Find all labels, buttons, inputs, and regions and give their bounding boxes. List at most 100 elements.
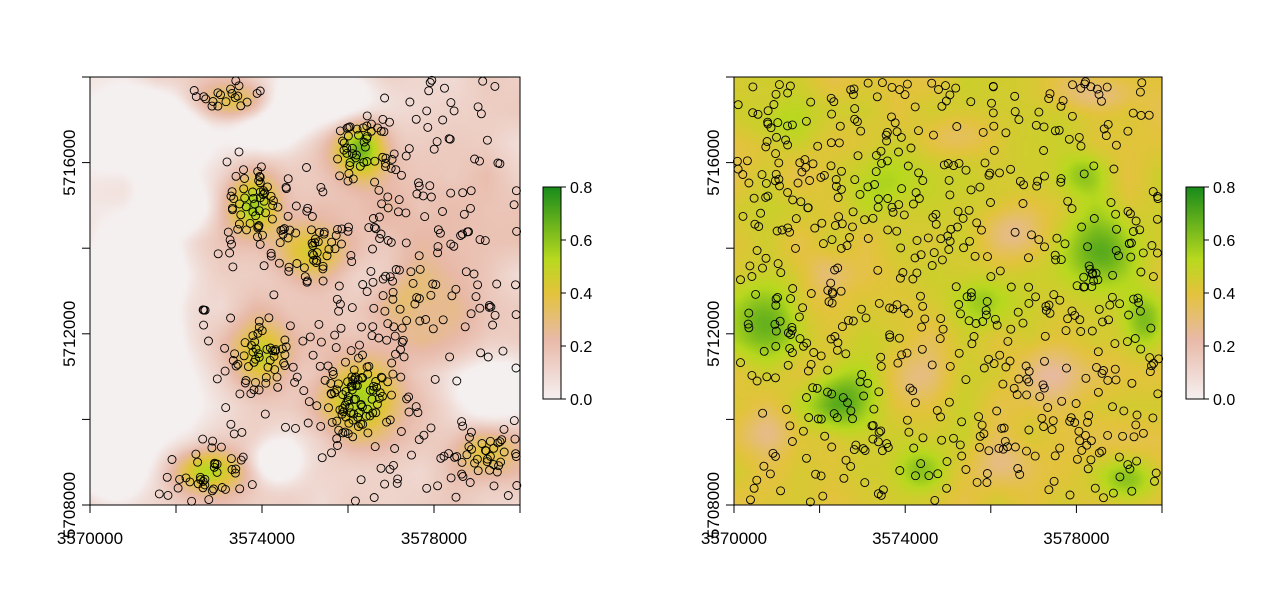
sample-point xyxy=(855,189,865,199)
sample-point xyxy=(383,377,393,387)
sample-points-right xyxy=(732,77,1164,507)
sample-point xyxy=(908,199,918,209)
panel-left: 3570000 3574000 3578000 5708000 5712000 5716… xyxy=(57,75,592,548)
sample-point xyxy=(842,241,852,251)
sample-point xyxy=(376,463,386,473)
sample-point xyxy=(1135,306,1145,316)
sample-point xyxy=(747,370,757,380)
sample-point xyxy=(473,102,483,112)
sample-point xyxy=(770,176,780,186)
sample-point xyxy=(428,279,438,289)
sample-point xyxy=(424,86,434,96)
sample-point xyxy=(475,303,485,313)
sample-point xyxy=(805,497,815,507)
sample-point xyxy=(390,444,400,453)
sample-point xyxy=(480,236,490,246)
sample-point xyxy=(981,305,991,315)
sample-point xyxy=(475,156,484,166)
sample-point xyxy=(894,333,904,343)
sample-point xyxy=(1132,456,1142,466)
sample-point xyxy=(343,176,353,186)
sample-point xyxy=(1087,326,1097,336)
sample-point xyxy=(771,294,781,304)
sample-point xyxy=(1065,490,1075,500)
sample-point xyxy=(1038,380,1048,390)
sample-point xyxy=(986,198,995,207)
sample-point xyxy=(762,372,772,382)
sample-point xyxy=(473,280,483,290)
sample-point xyxy=(1115,472,1125,482)
sample-point xyxy=(308,350,318,360)
sample-point xyxy=(462,227,472,237)
sample-point xyxy=(433,225,443,235)
sample-point xyxy=(841,349,851,359)
sample-point xyxy=(226,419,236,429)
sample-point xyxy=(254,385,264,395)
sample-point xyxy=(1040,171,1049,181)
sample-point xyxy=(984,446,994,456)
sample-point xyxy=(355,340,364,350)
sample-point xyxy=(783,121,792,131)
sample-point xyxy=(803,366,813,376)
sample-point xyxy=(894,200,904,210)
y-tick-label: 5708000 xyxy=(704,472,723,538)
y-tick-label: 5708000 xyxy=(60,472,79,538)
sample-point xyxy=(752,475,762,485)
sample-point xyxy=(207,486,217,496)
sample-point xyxy=(1063,314,1073,324)
sample-point xyxy=(846,461,856,471)
sample-point xyxy=(895,466,905,475)
sample-point xyxy=(1021,361,1031,371)
sample-point xyxy=(988,82,998,92)
sample-point xyxy=(167,455,177,464)
sample-point xyxy=(370,222,379,232)
sample-point xyxy=(942,483,952,493)
sample-point xyxy=(365,411,375,421)
sample-point xyxy=(738,170,748,179)
sample-point xyxy=(882,156,892,166)
sample-point xyxy=(1067,306,1077,316)
sample-point xyxy=(1123,206,1133,216)
sample-point xyxy=(391,349,400,359)
sample-point xyxy=(213,249,223,259)
sample-point xyxy=(449,106,459,116)
sample-point xyxy=(873,437,883,447)
sample-point xyxy=(1044,485,1054,495)
sample-point xyxy=(783,223,793,233)
sample-point xyxy=(401,238,411,248)
sample-point xyxy=(470,458,480,468)
sample-point xyxy=(343,396,353,406)
sample-point xyxy=(883,225,893,235)
sample-point xyxy=(874,427,884,437)
sample-point xyxy=(944,175,954,185)
sample-point xyxy=(302,163,311,172)
sample-point xyxy=(839,473,849,483)
sample-point xyxy=(339,407,349,417)
sample-point xyxy=(414,178,423,188)
sample-point xyxy=(204,495,214,505)
sample-point xyxy=(336,323,346,333)
sample-point xyxy=(339,145,349,155)
sample-point xyxy=(427,75,437,85)
sample-point xyxy=(970,251,980,261)
sample-points-left xyxy=(154,75,522,506)
sample-point xyxy=(1146,323,1156,333)
sample-point xyxy=(848,207,858,217)
sample-point xyxy=(503,491,513,500)
legend-tick-label: 0.4 xyxy=(570,286,592,303)
sample-point xyxy=(748,82,758,92)
sample-point xyxy=(489,481,499,491)
sample-point xyxy=(298,336,308,346)
sample-point xyxy=(477,439,487,448)
sample-point xyxy=(1077,222,1087,232)
sample-point xyxy=(338,428,348,438)
sample-point xyxy=(181,473,191,483)
sample-point xyxy=(284,262,294,272)
sample-point xyxy=(267,214,277,224)
sample-point xyxy=(908,386,918,396)
sample-point xyxy=(987,98,996,108)
sample-point xyxy=(1033,176,1043,186)
sample-point xyxy=(796,197,806,207)
sample-point xyxy=(771,326,781,336)
sample-point xyxy=(327,389,336,399)
